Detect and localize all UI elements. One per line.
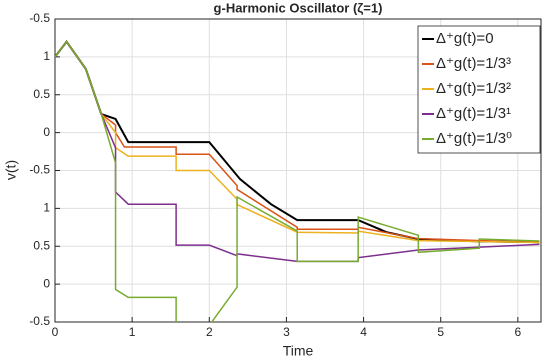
y-tick-label: 1: [43, 49, 50, 63]
legend-label: Δ⁺g(t)=1/3¹: [436, 105, 511, 122]
x-tick-label: 5: [437, 325, 444, 339]
y-tick-label: 0.5: [33, 238, 50, 252]
legend-label: Δ⁺g(t)=1/3²: [436, 80, 511, 97]
x-axis-label: Time: [283, 343, 314, 359]
series-line: [55, 40, 540, 322]
x-tick-label: 1: [129, 325, 136, 339]
x-tick-label: 2: [206, 325, 213, 339]
y-tick-label: -0.5: [29, 11, 50, 25]
legend-label: Δ⁺g(t)=1/3³: [436, 55, 511, 72]
x-tick-label: 4: [360, 325, 367, 339]
y-tick-label: 0.5: [33, 87, 50, 101]
x-tick-label: 6: [515, 325, 522, 339]
y-axis-label: v(t): [3, 160, 19, 180]
legend-label: Δ⁺g(t)=1/3⁰: [436, 130, 512, 147]
y-tick-label: 1: [43, 201, 50, 215]
plot-area: [55, 40, 540, 322]
legend-box: [417, 25, 541, 154]
chart-title: g-Harmonic Oscillator (ζ=1): [214, 0, 383, 15]
y-tick-label: 0: [43, 276, 50, 290]
y-tick-label: -0.5: [29, 314, 50, 328]
x-tick-label: 0: [52, 325, 59, 339]
x-tick-label: 3: [283, 325, 290, 339]
y-tick-label: -0.5: [29, 163, 50, 177]
y-tick-label: 0: [43, 125, 50, 139]
legend-label: Δ⁺g(t)=0: [436, 30, 494, 47]
axes-box: [54, 18, 542, 323]
